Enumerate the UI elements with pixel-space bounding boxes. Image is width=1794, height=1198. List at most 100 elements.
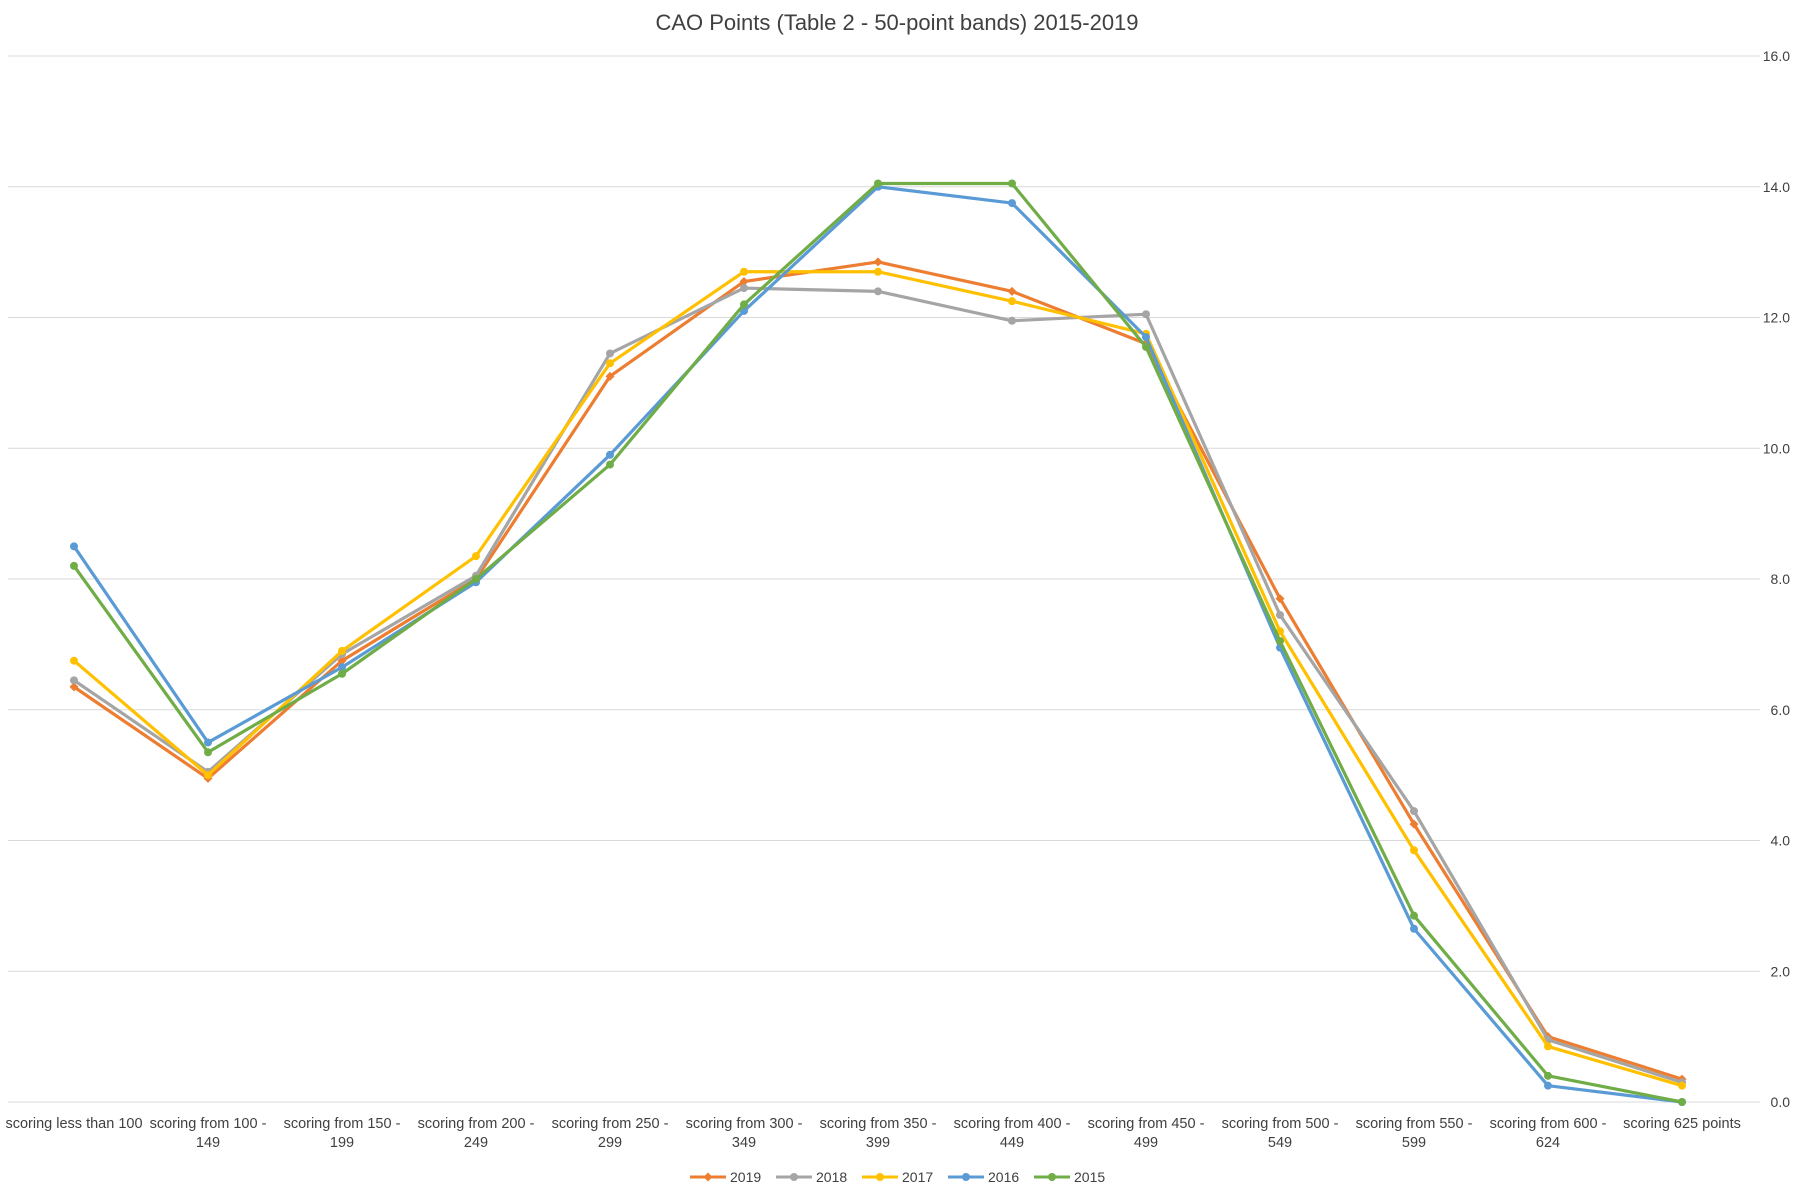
x-category-label: scoring from 300 - 349	[686, 1116, 803, 1151]
x-tick-label-line: 624	[1536, 1135, 1560, 1151]
data-point	[1544, 1081, 1552, 1090]
data-point	[1142, 342, 1150, 351]
legend-marker	[962, 1173, 970, 1181]
data-point	[1008, 199, 1016, 208]
data-point	[1275, 594, 1285, 604]
x-tick-label-line: scoring from 550 -	[1356, 1116, 1473, 1132]
x-tick-label-line: scoring from 150 -	[284, 1116, 401, 1132]
legend-label: 2016	[988, 1169, 1019, 1185]
x-tick-label-line: 399	[866, 1135, 890, 1151]
data-point	[1008, 297, 1016, 306]
legend-marker	[703, 1172, 713, 1182]
x-tick-label-line: 199	[330, 1135, 354, 1151]
legend-label: 2018	[816, 1169, 847, 1185]
data-point	[1678, 1098, 1686, 1106]
data-point	[739, 277, 749, 287]
y-tick-label: 14.0	[1763, 179, 1790, 195]
data-point	[740, 284, 748, 293]
x-tick-label-line: 149	[196, 1135, 220, 1151]
series-2019	[69, 257, 1687, 1084]
y-tick-label: 8.0	[1771, 571, 1791, 587]
legend-item-2017: 2017	[862, 1169, 933, 1185]
x-tick-label-line: scoring from 300 -	[686, 1116, 803, 1132]
x-tick-label-line: scoring from 600 -	[1490, 1116, 1607, 1132]
x-tick-label-line: scoring less than 100	[5, 1116, 142, 1132]
y-tick-label: 16.0	[1763, 48, 1790, 64]
x-category-label: scoring less than 100	[5, 1116, 142, 1132]
data-point	[1678, 1081, 1686, 1090]
legend-label: 2015	[1074, 1169, 1105, 1185]
gridlines	[8, 55, 1760, 1103]
x-tick-label-line: scoring 625 points	[1623, 1116, 1741, 1132]
data-point	[70, 542, 78, 551]
data-point	[1008, 179, 1016, 188]
y-tick-label: 12.0	[1763, 310, 1790, 326]
x-tick-label-line: scoring from 200 -	[418, 1116, 535, 1132]
x-tick-label-line: 549	[1268, 1135, 1292, 1151]
data-point	[1142, 333, 1150, 342]
y-axis-ticks: 0.0 2.0 4.0 6.0 8.0 10.0 12.0 14.0 16.0	[1763, 48, 1790, 1110]
legend-label: 2017	[902, 1169, 933, 1185]
x-category-label: scoring from 250 - 299	[552, 1116, 669, 1151]
legend-item-2015: 2015	[1034, 1169, 1105, 1185]
y-tick-label: 10.0	[1763, 440, 1790, 456]
x-tick-label-line: 599	[1402, 1135, 1426, 1151]
data-point	[338, 663, 346, 672]
data-point	[1410, 807, 1418, 816]
data-point	[204, 771, 212, 780]
data-point	[874, 179, 882, 188]
x-category-label: scoring from 100 - 149	[150, 1116, 267, 1151]
data-point	[874, 287, 882, 296]
x-tick-label-line: scoring from 100 -	[150, 1116, 267, 1132]
legend-item-2018: 2018	[776, 1169, 847, 1185]
series-line	[72, 185, 1684, 1104]
data-point	[1544, 1071, 1552, 1080]
x-category-label: scoring 625 points	[1623, 1116, 1741, 1132]
x-category-label: scoring from 350 - 399	[820, 1116, 937, 1151]
data-point	[1410, 846, 1418, 855]
y-tick-label: 2.0	[1771, 963, 1791, 979]
series-lines	[69, 179, 1687, 1106]
data-point	[606, 359, 614, 368]
legend-marker	[1048, 1173, 1056, 1181]
x-tick-label-line: 449	[1000, 1135, 1024, 1151]
x-tick-label-line: 349	[732, 1135, 756, 1151]
series-2016	[70, 182, 1686, 1106]
legend-marker	[790, 1173, 798, 1181]
data-point	[1276, 610, 1284, 619]
data-point	[69, 682, 79, 692]
x-category-label: scoring from 150 - 199	[284, 1116, 401, 1151]
data-point	[472, 575, 480, 583]
data-point	[337, 656, 347, 666]
x-category-label: scoring from 600 - 624	[1490, 1116, 1607, 1151]
x-tick-label-line: 249	[464, 1135, 488, 1151]
legend-marker	[876, 1173, 884, 1181]
y-tick-label: 0.0	[1771, 1094, 1791, 1110]
data-point	[874, 267, 882, 276]
data-point	[338, 669, 346, 678]
x-category-label: scoring from 200 - 249	[418, 1116, 535, 1151]
data-point	[740, 267, 748, 276]
data-point	[1008, 316, 1016, 325]
x-category-label: scoring from 500 - 549	[1222, 1116, 1339, 1151]
x-category-label: scoring from 400 - 449	[954, 1116, 1071, 1151]
data-point	[1409, 819, 1419, 829]
x-axis-categories: scoring less than 100 scoring from 100 - 1…	[5, 1116, 1740, 1151]
y-tick-label: 6.0	[1771, 702, 1791, 718]
legend-item-2019: 2019	[690, 1169, 761, 1185]
x-tick-label-line: scoring from 450 -	[1088, 1116, 1205, 1132]
data-point	[1544, 1042, 1552, 1051]
x-category-label: scoring from 450 - 499	[1088, 1116, 1205, 1151]
data-point	[70, 561, 78, 570]
x-category-label: scoring from 550 - 599	[1356, 1116, 1473, 1151]
data-point	[1007, 286, 1017, 296]
x-tick-label-line: 299	[598, 1135, 622, 1151]
data-point	[1410, 911, 1418, 920]
data-point	[873, 257, 883, 267]
data-point	[1276, 637, 1284, 646]
data-point	[70, 656, 78, 665]
x-tick-label-line: scoring from 400 -	[954, 1116, 1071, 1132]
x-tick-label-line: scoring from 250 -	[552, 1116, 669, 1132]
legend-item-2016: 2016	[948, 1169, 1019, 1185]
